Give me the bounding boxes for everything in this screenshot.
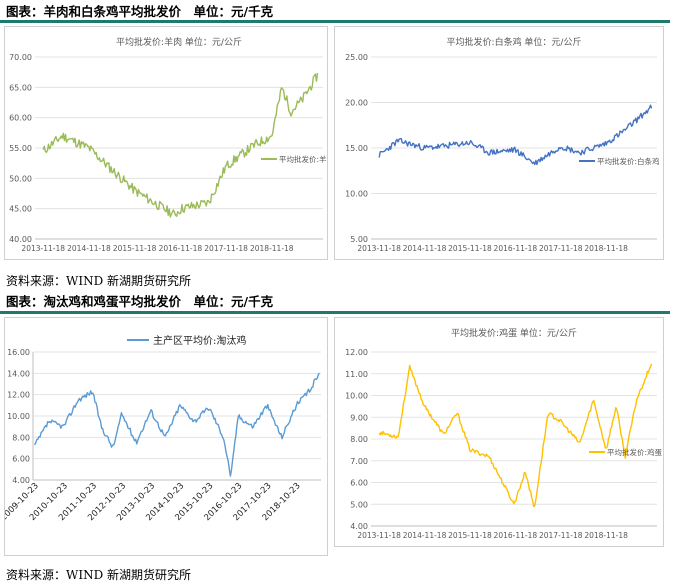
- chart-panel-egg: 平均批发价:鸡蛋 单位：元/公斤 4.00 5.00 6.00 7.00 8.00 9.00…: [334, 317, 664, 547]
- y-tick-label-egg: 5.00: [350, 500, 368, 509]
- source-note-2: 资料来源：WIND 新湖期货研究所: [6, 568, 192, 582]
- x-tick-label-mutton: 2018-11-18: [250, 244, 294, 253]
- y-tick-label-mutton: 65.00: [9, 83, 32, 92]
- y-tick-label-broiler: 25.00: [345, 53, 368, 62]
- x-tick-label-mutton: 2013-11-18: [21, 244, 65, 253]
- y-tick-label-egg: 7.00: [350, 457, 368, 466]
- x-tick-label-broiler: 2016-11-18: [494, 244, 538, 253]
- legend-label-egg: 平均批发价:鸡蛋: [607, 447, 663, 457]
- x-tick-label-mutton: 2014-11-18: [67, 244, 111, 253]
- y-tick-label-broiler: 5.00: [350, 235, 368, 244]
- x-tick-label-mutton: 2017-11-18: [204, 244, 248, 253]
- legend-label-culled-hen: 主产区平均价:淘汰鸡: [153, 334, 246, 347]
- y-tick-label-egg: 9.00: [350, 413, 368, 422]
- chart-mutton: 平均批发价:羊肉 单位：元/公斤 40.00 45.00 50.00 55.00 60.0…: [9, 36, 327, 253]
- y-tick-label-mutton: 60.00: [9, 114, 32, 123]
- header-rule-2: [0, 311, 670, 314]
- y-tick-label-mutton: 45.00: [9, 205, 32, 214]
- y-tick-label-culled-hen: 6.00: [12, 455, 30, 464]
- chart-title-broiler: 平均批发价:白条鸡 单位：元/公斤: [447, 36, 582, 48]
- y-tick-label-culled-hen: 16.00: [7, 348, 30, 357]
- y-tick-label-culled-hen: 10.00: [7, 412, 30, 421]
- chart-broiler: 平均批发价:白条鸡 单位：元/公斤 5.00 10.00 15.00 20.00 25.0…: [345, 36, 660, 253]
- y-tick-label-mutton: 50.00: [9, 174, 32, 183]
- chart-title-egg: 平均批发价:鸡蛋 单位：元/公斤: [451, 327, 577, 339]
- legend-label-broiler: 平均批发价:白条鸡: [597, 156, 660, 166]
- header-rule-1: [0, 20, 670, 23]
- y-tick-label-egg: 8.00: [350, 435, 368, 444]
- x-tick-label-egg: 2017-11-18: [539, 531, 583, 540]
- y-tick-label-egg: 10.00: [345, 392, 368, 401]
- figure-header-2: 图表：淘汰鸡和鸡蛋平均批发价 单位：元/千克: [6, 294, 274, 309]
- y-tick-label-egg: 6.00: [350, 479, 368, 488]
- y-tick-label-egg: 4.00: [350, 522, 368, 531]
- y-tick-label-culled-hen: 4.00: [12, 476, 30, 485]
- y-tick-label-broiler: 10.00: [345, 190, 368, 199]
- y-tick-label-broiler: 15.00: [345, 144, 368, 153]
- x-tick-label-broiler: 2013-11-18: [357, 244, 401, 253]
- chart-panel-culled-hen: 4.00 6.00 8.00 10.00 12.00 14.00 16.00 2009-10-…: [4, 317, 328, 556]
- source-note-1: 资料来源：WIND 新湖期货研究所: [6, 274, 192, 288]
- series-line-mutton: [42, 72, 319, 218]
- y-tick-label-culled-hen: 12.00: [7, 391, 30, 400]
- chart-panel-mutton: 平均批发价:羊肉 单位：元/公斤 40.00 45.00 50.00 55.00 60.0…: [4, 26, 328, 260]
- y-tick-label-mutton: 55.00: [9, 144, 32, 153]
- figure-header-1: 图表：羊肉和白条鸡平均批发价 单位：元/千克: [6, 4, 274, 19]
- chart-egg: 平均批发价:鸡蛋 单位：元/公斤 4.00 5.00 6.00 7.00 8.00 9.00…: [345, 327, 663, 540]
- legend-label-mutton: 平均批发价:羊肉: [279, 154, 327, 164]
- x-tick-label-mutton: 2015-11-18: [113, 244, 157, 253]
- y-tick-label-mutton: 40.00: [9, 235, 32, 244]
- series-line-broiler: [378, 104, 653, 166]
- x-tick-label-egg: 2018-11-18: [584, 531, 628, 540]
- x-tick-label-broiler: 2015-11-18: [448, 244, 492, 253]
- x-tick-label-broiler: 2017-11-18: [539, 244, 583, 253]
- x-tick-label-mutton: 2016-11-18: [159, 244, 203, 253]
- x-tick-label-broiler: 2018-11-18: [584, 244, 628, 253]
- x-tick-label-egg: 2014-11-18: [403, 531, 447, 540]
- y-tick-label-egg: 12.00: [345, 348, 368, 357]
- y-tick-label-mutton: 70.00: [9, 53, 32, 62]
- x-tick-label-broiler: 2014-11-18: [403, 244, 447, 253]
- chart-culled-hen: 4.006.008.0010.0012.0014.0016.002009-10-…: [5, 334, 321, 523]
- x-tick-label-egg: 2015-11-18: [448, 531, 492, 540]
- series-line-egg: [378, 363, 653, 508]
- x-tick-label-egg: 2013-11-18: [357, 531, 401, 540]
- y-tick-label-culled-hen: 14.00: [7, 369, 30, 378]
- chart-title-mutton: 平均批发价:羊肉 单位：元/公斤: [116, 36, 242, 48]
- chart-panel-broiler: 平均批发价:白条鸡 单位：元/公斤 5.00 10.00 15.00 20.00 25.0…: [334, 26, 664, 260]
- x-tick-label-egg: 2016-11-18: [494, 531, 538, 540]
- y-tick-label-broiler: 20.00: [345, 99, 368, 108]
- y-tick-label-egg: 11.00: [345, 370, 368, 379]
- series-line-culled-hen: [33, 372, 321, 477]
- y-tick-label-culled-hen: 8.00: [12, 433, 30, 442]
